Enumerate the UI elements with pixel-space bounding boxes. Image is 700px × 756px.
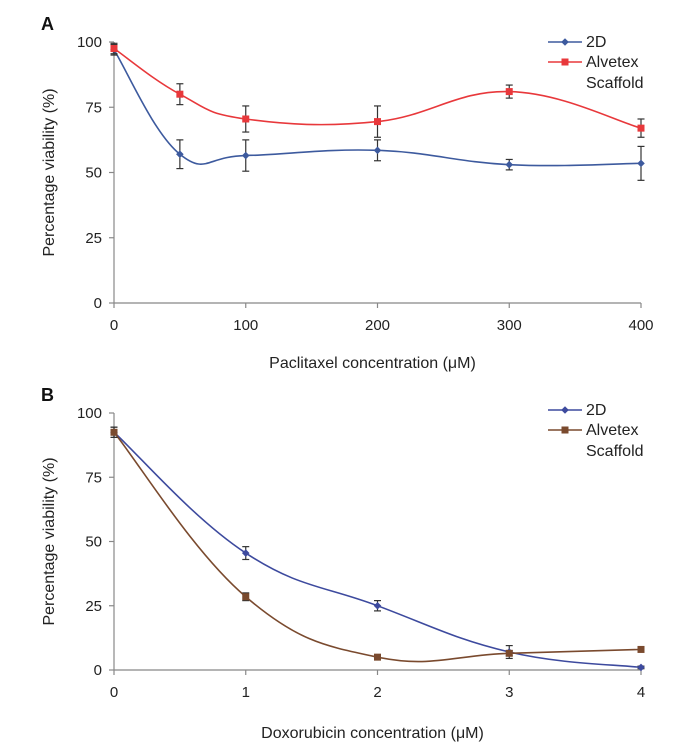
y-tick-label: 100 xyxy=(77,34,102,51)
legend-label: 2D xyxy=(586,34,606,51)
x-tick-label: 3 xyxy=(505,684,513,701)
x-tick-label: 0 xyxy=(110,684,118,701)
x-axis-label: Paclitaxel concentration (μM) xyxy=(269,355,476,372)
x-tick-label: 1 xyxy=(242,684,250,701)
legend-entry-2d: 2D xyxy=(548,34,606,51)
y-axis-label: Percentage viability (%) xyxy=(41,88,58,256)
data-point-square xyxy=(374,653,381,661)
x-tick-label: 0 xyxy=(110,317,118,334)
series-alvetex xyxy=(110,426,645,663)
y-axis-label: Percentage viability (%) xyxy=(41,457,58,625)
panel-B: B 0 25 50 75 100 0 1 2 3 4 Doxorubicin concentratio… xyxy=(41,385,645,742)
legend-label: Alvetex Scaffold xyxy=(586,422,644,460)
legend-entry-alvetex: Alvetex Scaffold xyxy=(548,422,644,460)
data-point-diamond xyxy=(637,663,645,672)
y-tick-label: 25 xyxy=(85,230,102,247)
series-alvetex xyxy=(110,42,645,138)
series-line xyxy=(113,431,642,669)
series-line xyxy=(113,49,642,167)
data-point-square xyxy=(110,45,118,53)
panel-label: B xyxy=(41,385,54,405)
legend-marker xyxy=(561,406,569,414)
y-tick-label: 50 xyxy=(85,165,102,182)
x-tick-label: 200 xyxy=(365,317,390,334)
y-tick-label: 50 xyxy=(85,534,102,551)
data-point-diamond xyxy=(505,160,514,169)
data-point-square xyxy=(374,118,381,126)
data-point-square xyxy=(637,645,645,653)
y-tick-label: 75 xyxy=(85,99,102,116)
legend-label: 2D xyxy=(586,402,606,419)
y-tick-label: 25 xyxy=(85,598,102,615)
panel-A: A 0 25 50 75 100 0 100 200 300 400 Paclitaxel conce… xyxy=(41,14,654,372)
legend-marker xyxy=(561,426,569,434)
data-point-square xyxy=(505,88,513,96)
legend-entry-alvetex: Alvetex Scaffold xyxy=(548,54,644,92)
data-point-diamond xyxy=(373,601,382,610)
x-tick-label: 300 xyxy=(497,317,522,334)
data-point-diamond xyxy=(241,151,250,160)
data-point-diamond xyxy=(373,146,382,155)
x-axis-label: Doxorubicin concentration (μM) xyxy=(261,725,484,742)
legend-marker xyxy=(561,38,569,46)
series-line xyxy=(113,431,642,663)
y-tick-label: 0 xyxy=(94,662,102,679)
x-tick-label: 100 xyxy=(233,317,258,334)
x-tick-label: 400 xyxy=(628,317,653,334)
data-point-square xyxy=(505,649,513,657)
legend-label: Alvetex Scaffold xyxy=(586,54,644,92)
panel-label: A xyxy=(41,14,54,34)
series-2d xyxy=(110,426,645,672)
x-tick-label: 2 xyxy=(373,684,381,701)
data-point-square xyxy=(637,124,645,132)
legend-marker xyxy=(561,58,569,66)
y-tick-label: 75 xyxy=(85,469,102,486)
legend-entry-2d: 2D xyxy=(548,402,606,419)
data-point-square xyxy=(110,428,118,436)
data-point-square xyxy=(242,593,250,601)
y-tick-label: 100 xyxy=(77,405,102,422)
data-point-diamond xyxy=(241,549,250,557)
x-tick-label: 4 xyxy=(637,684,645,701)
data-point-square xyxy=(176,90,184,98)
data-point-square xyxy=(242,115,250,123)
data-point-diamond xyxy=(176,150,184,159)
y-tick-label: 0 xyxy=(94,295,102,312)
data-point-diamond xyxy=(637,159,645,168)
